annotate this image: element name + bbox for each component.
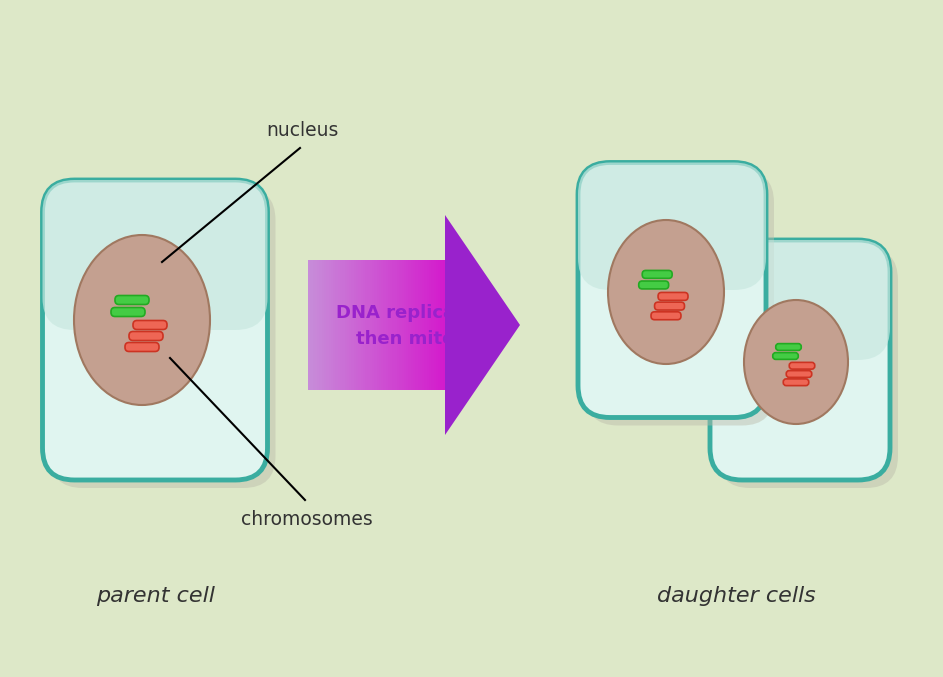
FancyBboxPatch shape <box>718 248 898 488</box>
Text: DNA replication,: DNA replication, <box>337 304 502 322</box>
FancyBboxPatch shape <box>115 295 149 305</box>
Bar <box>340 260 342 390</box>
Bar <box>322 260 324 390</box>
Bar <box>312 260 315 390</box>
Bar <box>442 260 445 390</box>
Bar <box>356 260 358 390</box>
Ellipse shape <box>74 235 210 405</box>
Bar <box>390 260 392 390</box>
Bar <box>365 260 368 390</box>
Bar <box>411 260 413 390</box>
Text: nucleus: nucleus <box>266 121 339 140</box>
Bar <box>404 260 406 390</box>
Polygon shape <box>445 215 520 435</box>
Bar <box>397 260 399 390</box>
Bar <box>440 260 442 390</box>
Bar <box>399 260 402 390</box>
Bar <box>379 260 381 390</box>
Bar <box>315 260 317 390</box>
Bar <box>358 260 360 390</box>
Bar <box>308 260 310 390</box>
Bar <box>381 260 384 390</box>
Bar <box>347 260 349 390</box>
Bar <box>424 260 427 390</box>
Bar <box>326 260 328 390</box>
Bar <box>388 260 390 390</box>
Bar <box>392 260 395 390</box>
FancyBboxPatch shape <box>776 344 802 351</box>
Bar <box>376 260 379 390</box>
FancyBboxPatch shape <box>111 307 145 317</box>
Bar <box>415 260 418 390</box>
FancyBboxPatch shape <box>133 320 167 330</box>
Text: parent cell: parent cell <box>95 586 214 606</box>
Bar <box>324 260 326 390</box>
FancyBboxPatch shape <box>586 171 774 426</box>
Bar <box>344 260 347 390</box>
FancyBboxPatch shape <box>654 302 685 310</box>
Text: daughter cells: daughter cells <box>656 586 816 606</box>
Bar <box>372 260 374 390</box>
Bar <box>342 260 344 390</box>
Bar <box>328 260 331 390</box>
Bar <box>310 260 312 390</box>
FancyBboxPatch shape <box>42 180 268 330</box>
Bar <box>438 260 440 390</box>
Text: chromosomes: chromosomes <box>241 510 372 529</box>
FancyBboxPatch shape <box>578 162 766 418</box>
Bar <box>349 260 352 390</box>
FancyBboxPatch shape <box>638 281 669 289</box>
FancyBboxPatch shape <box>129 332 163 341</box>
Bar <box>368 260 370 390</box>
Text: then mitosis: then mitosis <box>356 330 482 348</box>
Bar <box>429 260 431 390</box>
FancyBboxPatch shape <box>784 379 809 386</box>
Bar <box>436 260 438 390</box>
Bar <box>384 260 386 390</box>
Bar <box>386 260 388 390</box>
Bar <box>395 260 397 390</box>
Bar <box>338 260 340 390</box>
FancyBboxPatch shape <box>51 188 275 488</box>
Bar <box>402 260 404 390</box>
FancyBboxPatch shape <box>578 162 766 290</box>
Bar <box>434 260 436 390</box>
Bar <box>336 260 338 390</box>
Bar <box>406 260 408 390</box>
Bar <box>374 260 376 390</box>
Ellipse shape <box>608 220 724 364</box>
Bar <box>427 260 429 390</box>
Bar <box>360 260 363 390</box>
Bar <box>354 260 356 390</box>
Bar <box>420 260 422 390</box>
Bar <box>320 260 322 390</box>
Bar <box>363 260 365 390</box>
Bar <box>422 260 424 390</box>
Bar <box>333 260 336 390</box>
Bar <box>352 260 354 390</box>
Bar <box>408 260 411 390</box>
FancyBboxPatch shape <box>710 240 890 360</box>
FancyBboxPatch shape <box>710 240 890 480</box>
FancyBboxPatch shape <box>42 180 268 480</box>
FancyBboxPatch shape <box>642 270 672 278</box>
FancyBboxPatch shape <box>772 353 799 359</box>
FancyBboxPatch shape <box>786 370 812 377</box>
Bar <box>317 260 320 390</box>
Bar <box>370 260 372 390</box>
FancyBboxPatch shape <box>789 362 815 369</box>
Bar <box>331 260 333 390</box>
FancyBboxPatch shape <box>658 292 688 301</box>
Bar <box>418 260 420 390</box>
Bar <box>413 260 415 390</box>
Ellipse shape <box>744 300 848 424</box>
Bar <box>431 260 434 390</box>
FancyBboxPatch shape <box>125 343 159 351</box>
FancyBboxPatch shape <box>651 312 681 320</box>
